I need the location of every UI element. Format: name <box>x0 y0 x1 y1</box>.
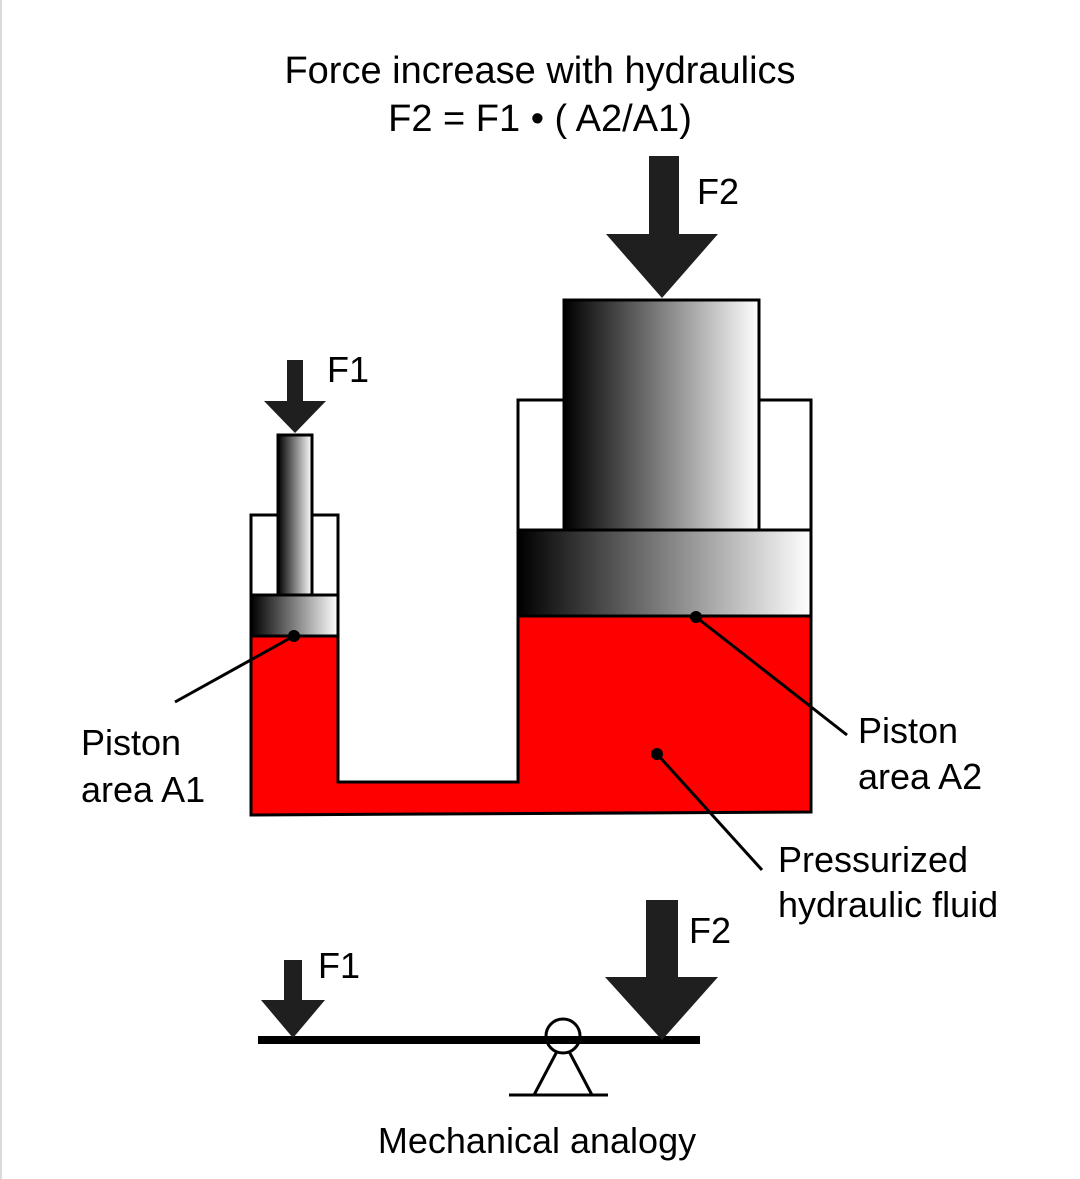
piston-a1-dot <box>288 630 300 642</box>
piston-a2-label-line2: area A2 <box>858 756 982 797</box>
title-line2: F2 = F1 • ( A2/A1) <box>388 98 692 140</box>
lever-f2-arrow-icon <box>605 900 718 1040</box>
piston-a2-leader <box>695 615 848 737</box>
piston-a2-label-line1: Piston <box>858 710 958 751</box>
piston-a1-leader <box>174 634 295 704</box>
piston-a1-label-line2: area A1 <box>81 769 205 810</box>
fluid-label-line1: Pressurized <box>778 839 968 880</box>
hydraulic-fluid <box>249 614 813 817</box>
f1-press-label: F1 <box>327 349 369 390</box>
small-piston-rod <box>276 433 314 597</box>
small-piston-head <box>249 593 340 638</box>
piston-a1-label-line1: Piston <box>81 722 181 763</box>
fluid-leader <box>655 752 764 872</box>
fluid-dot <box>651 748 663 760</box>
lever-f1-label: F1 <box>318 945 360 986</box>
f2-arrow-icon <box>606 156 718 298</box>
lever-f1-arrow-icon <box>261 960 325 1038</box>
f2-press-label: F2 <box>697 171 739 212</box>
title-line1: Force increase with hydraulics <box>284 50 795 92</box>
large-piston-rod <box>562 298 761 532</box>
f1-arrow-icon <box>264 360 326 433</box>
left-edge-line <box>0 0 2 1179</box>
piston-a2-dot <box>690 611 702 623</box>
fulcrum-icon <box>509 1017 608 1097</box>
lever-beam <box>258 1036 700 1044</box>
caption: Mechanical analogy <box>378 1120 696 1161</box>
lever-f2-label: F2 <box>689 910 731 951</box>
large-piston-head <box>516 528 813 618</box>
fluid-label-line2: hydraulic fluid <box>778 884 998 925</box>
